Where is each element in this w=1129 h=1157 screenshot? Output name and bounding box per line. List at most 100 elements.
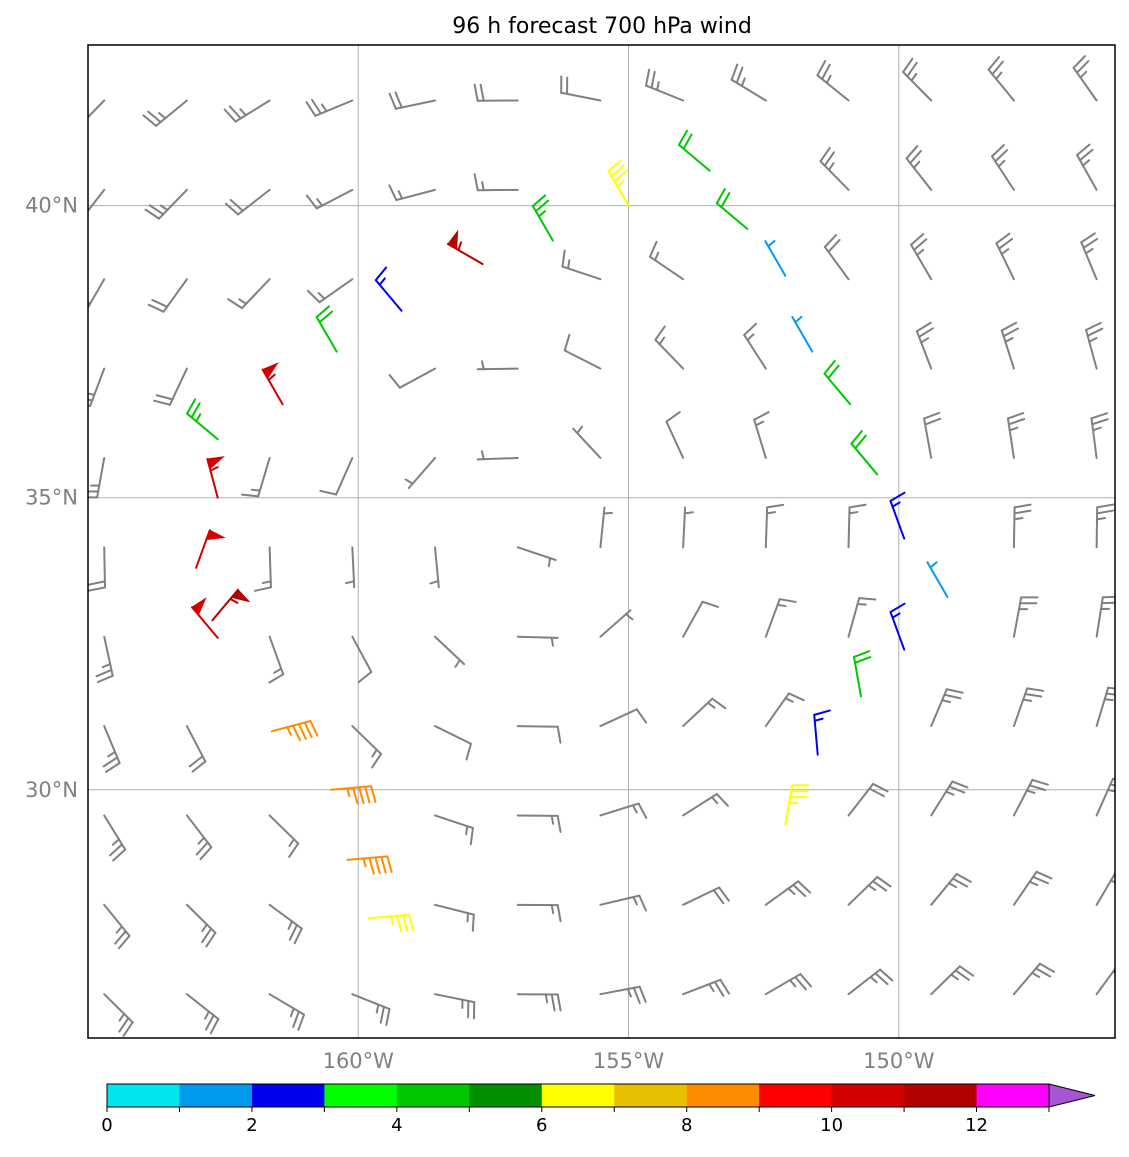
background-barb [102, 725, 121, 773]
background-barb [268, 635, 285, 684]
colorbar-segment [396, 1084, 470, 1107]
background-barb [241, 456, 271, 498]
background-barb [764, 973, 813, 996]
y-tick-label: 35°N [25, 486, 78, 510]
background-barb [1076, 143, 1098, 191]
background-barb [516, 635, 559, 647]
chart-title: 96 h forecast 700 hPa wind [452, 14, 752, 39]
colorbar-segment [107, 1084, 180, 1107]
background-barb [561, 249, 602, 281]
background-barb [1012, 687, 1045, 728]
wind-barb-12 [889, 602, 906, 651]
colorbar-segment [541, 1084, 615, 1107]
colorbar-segment [686, 1084, 760, 1107]
background-barb [930, 872, 972, 906]
background-barb [1012, 503, 1032, 549]
background-barb [516, 814, 562, 833]
background-barb [473, 173, 519, 192]
wind-barb-24 [330, 785, 377, 805]
background-barb [345, 546, 356, 589]
colorbar-label: 2 [246, 1115, 257, 1136]
wind-barb-0 [446, 229, 484, 266]
background-barb [268, 814, 300, 858]
colorbar-label: 12 [965, 1115, 988, 1136]
background-barb [649, 240, 685, 281]
wind-barb-7 [791, 315, 814, 353]
background-barb [185, 725, 207, 773]
background-barb [1000, 321, 1019, 370]
background-barb [88, 188, 106, 213]
background-barb [516, 903, 562, 923]
background-barb [682, 697, 727, 728]
background-barb [930, 688, 964, 728]
background-barb [1095, 503, 1115, 549]
background-barb [599, 609, 634, 638]
background-barb [142, 99, 188, 127]
background-barb [816, 60, 850, 102]
background-barb [185, 993, 220, 1035]
background-barb [388, 367, 437, 389]
wind-barb-8 [823, 360, 852, 406]
wind-barb-4 [677, 129, 711, 172]
background-barb [599, 985, 647, 1005]
wind-barb-26 [368, 913, 415, 933]
colorbar-label: 4 [391, 1115, 402, 1136]
colorbar-label: 6 [536, 1115, 547, 1136]
background-barb [103, 903, 131, 950]
colorbar-extend [1048, 1083, 1096, 1108]
background-barb [682, 506, 694, 549]
x-tick-label: 155°W [593, 1049, 665, 1073]
colorbar-segment [759, 1084, 833, 1107]
wind-barb-10 [889, 491, 906, 540]
background-barb [572, 425, 602, 459]
background-barb [563, 333, 602, 370]
wind-barb-19 [206, 456, 225, 499]
background-barb [1080, 232, 1099, 281]
colorbar-segment [469, 1084, 543, 1107]
colorbar-segment [614, 1084, 688, 1107]
background-barb [599, 802, 648, 819]
colorbar-frame [106, 1083, 1050, 1108]
background-barb [516, 993, 562, 1012]
colorbar: 0 2 4 6 8 10 12 [101, 1083, 1096, 1136]
wind-barb-6 [764, 239, 787, 277]
wind-barb-23 [270, 719, 319, 742]
background-barb [599, 708, 648, 728]
background-barb [473, 83, 519, 102]
background-barb [153, 367, 188, 406]
background-barb [823, 234, 850, 281]
background-barb [434, 814, 474, 846]
wind-barb-13 [853, 650, 872, 698]
background-barb [305, 188, 354, 210]
barb-layer [88, 55, 1115, 1037]
background-barb [1095, 686, 1115, 728]
background-barb [227, 278, 271, 310]
background-barb [429, 546, 440, 589]
background-barb [404, 456, 437, 490]
background-barb [351, 635, 373, 684]
y-tick-label: 30°N [25, 778, 78, 802]
background-barb [185, 903, 217, 948]
background-barb [1012, 870, 1053, 906]
background-barb [185, 814, 213, 861]
background-barb [930, 965, 975, 996]
wind-barb-25 [346, 855, 393, 875]
background-barb [819, 146, 850, 191]
x-tick-label: 160°W [323, 1049, 395, 1073]
background-barb [847, 968, 894, 996]
background-barb [88, 99, 106, 119]
background-barb [930, 780, 969, 817]
wind-barb-2 [531, 194, 554, 242]
colorbar-segment [831, 1084, 905, 1107]
background-barb [682, 600, 720, 638]
background-barb [1090, 412, 1109, 459]
background-barb [476, 450, 519, 461]
background-barb [88, 456, 106, 499]
background-barb [1012, 596, 1039, 638]
colorbar-segment [324, 1084, 398, 1107]
gridlines [88, 45, 1115, 1038]
background-barb [88, 278, 106, 310]
colorbar-label: 8 [681, 1115, 692, 1136]
background-barb [147, 278, 188, 313]
